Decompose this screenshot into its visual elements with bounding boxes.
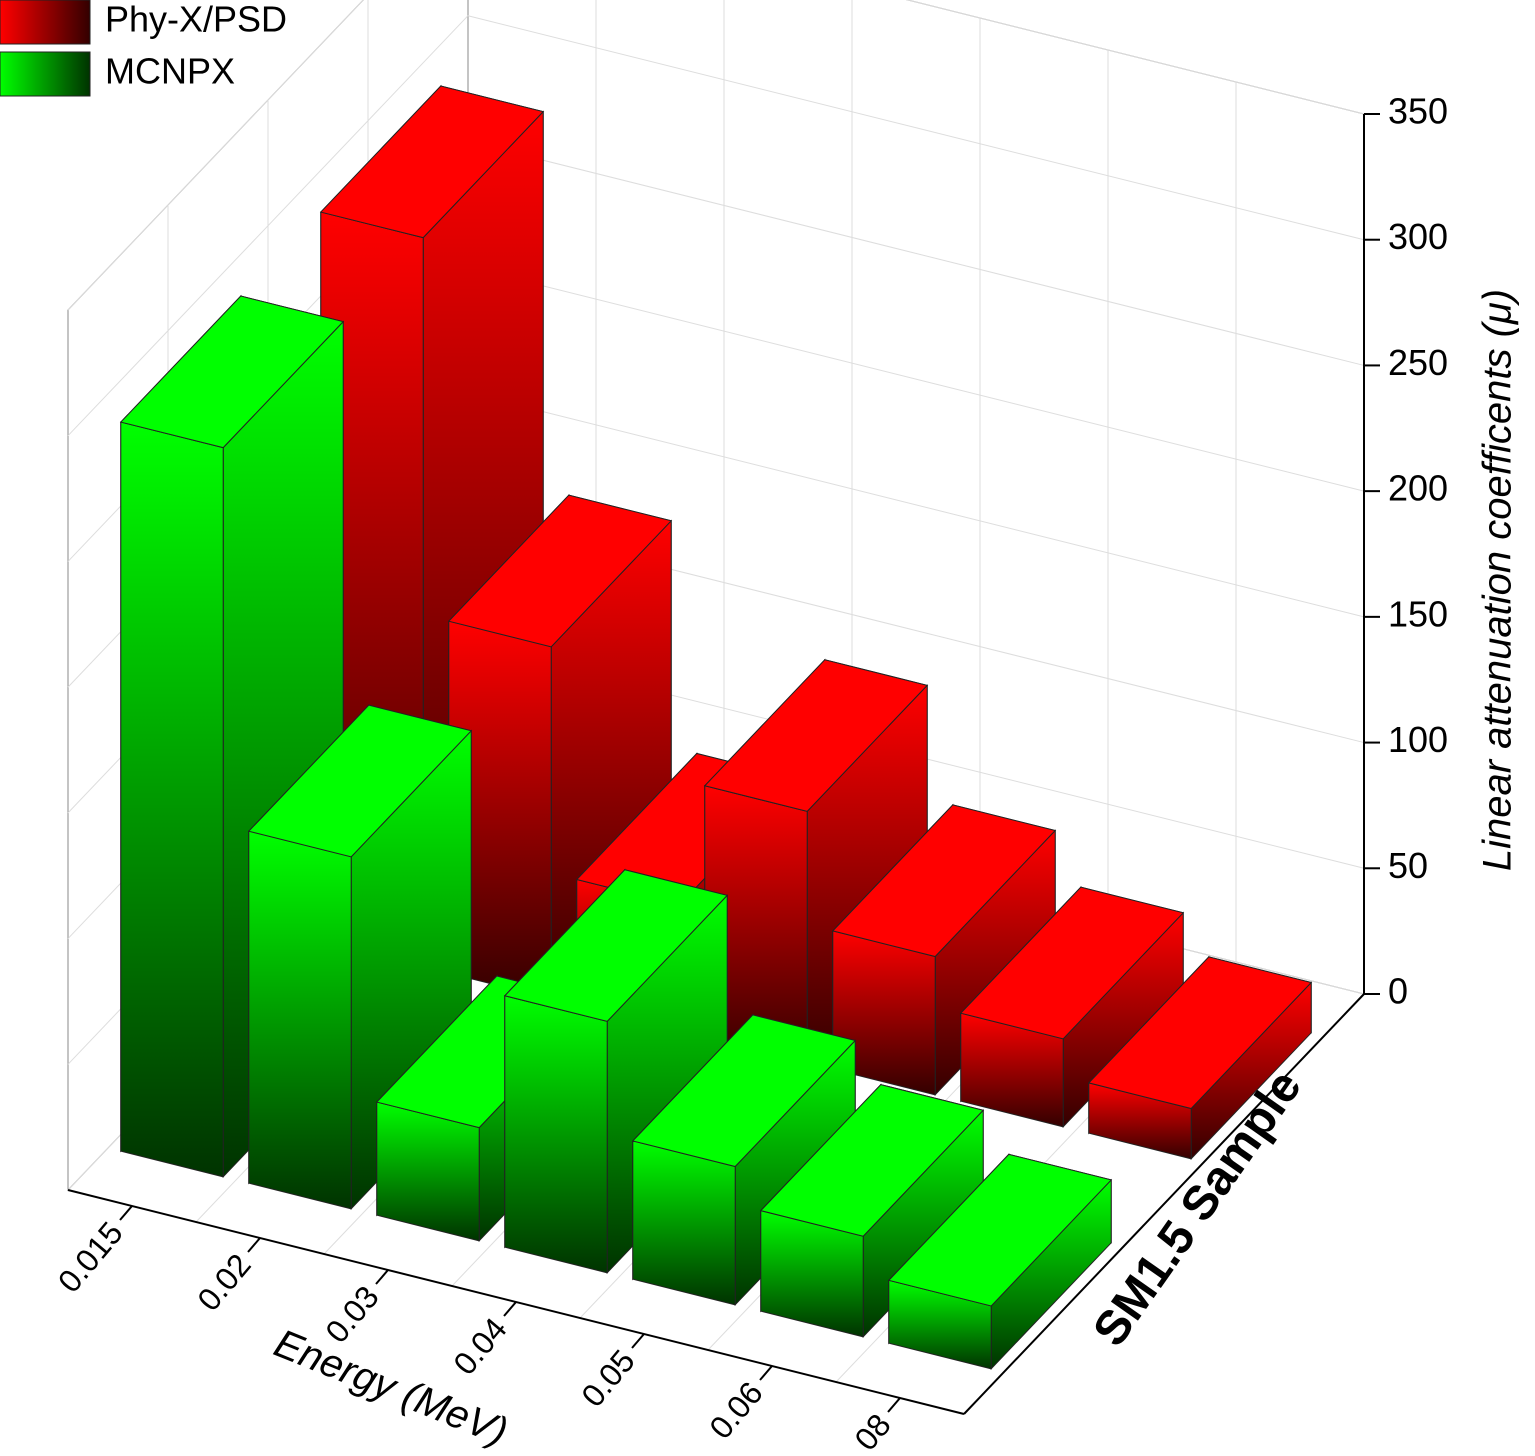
legend-label: MCNPX	[105, 51, 235, 92]
bar	[247, 703, 473, 1211]
bar	[959, 885, 1185, 1129]
x-tick-label: 0.05	[574, 1343, 642, 1414]
bar-top	[759, 1084, 985, 1237]
y-tick-label: 350	[1388, 91, 1448, 132]
legend-swatch	[0, 0, 91, 45]
x-tick	[887, 1397, 901, 1413]
x-tick-label: 0.015	[51, 1215, 130, 1299]
bar-top	[959, 886, 1185, 1040]
grid-line	[905, 0, 1365, 115]
y-axis-title: Linear attenuation coefficents (μ)	[1476, 289, 1520, 871]
z-axis	[963, 993, 1365, 1415]
x-tick	[503, 1301, 517, 1317]
y-tick-label: 250	[1388, 342, 1448, 383]
y-tick-label: 0	[1388, 971, 1408, 1012]
x-tick-label: 0.04	[446, 1311, 514, 1382]
legend-swatch	[0, 51, 91, 97]
y-tick-label: 100	[1388, 719, 1448, 760]
x-tick-label: 0.02	[190, 1247, 258, 1318]
y-tick-label: 300	[1388, 216, 1448, 257]
x-tick	[759, 1365, 773, 1381]
bar-top	[831, 804, 1057, 958]
bar-top	[447, 494, 673, 648]
x-tick	[119, 1205, 133, 1221]
bar-front	[504, 995, 608, 1274]
bar-top	[631, 1014, 857, 1168]
grid-line	[467, 140, 1365, 366]
bar-top	[247, 704, 473, 858]
x-tick-label: 0.06	[702, 1375, 770, 1446]
x-tick-label: 08	[847, 1407, 897, 1456]
bar-top	[503, 869, 729, 1022]
bar-front	[632, 1140, 736, 1306]
grid-line	[467, 15, 1365, 241]
bar-top	[319, 85, 545, 239]
bar-front	[120, 421, 224, 1178]
y-tick-label: 150	[1388, 593, 1448, 634]
bar	[1087, 955, 1313, 1161]
y-tick-label: 50	[1388, 845, 1428, 886]
bar-top	[703, 659, 929, 812]
bar	[831, 803, 1057, 1097]
y-tick-label: 200	[1388, 468, 1448, 509]
grid-line	[467, 266, 1365, 492]
x-tick	[247, 1237, 261, 1253]
grid-line	[67, 15, 469, 437]
legend-label: Phy-X/PSD	[105, 0, 287, 40]
grid-line	[467, 392, 1365, 618]
bar-top	[887, 1153, 1113, 1307]
bar	[887, 1153, 1113, 1371]
x-tick	[375, 1269, 389, 1285]
bar-front	[248, 830, 352, 1210]
bar-top	[119, 295, 345, 449]
bar-top	[1087, 956, 1313, 1110]
grid-line	[67, 0, 364, 311]
bars	[119, 84, 1313, 1371]
x-tick	[631, 1333, 645, 1349]
